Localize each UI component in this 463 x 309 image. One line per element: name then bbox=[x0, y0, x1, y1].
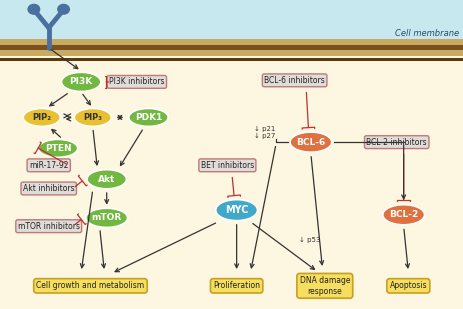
Ellipse shape bbox=[129, 108, 168, 126]
Ellipse shape bbox=[87, 170, 126, 189]
Text: DNA damage
response: DNA damage response bbox=[299, 276, 349, 295]
Text: ↓ p21
↓ p27: ↓ p21 ↓ p27 bbox=[254, 126, 275, 139]
Text: MYC: MYC bbox=[225, 205, 248, 215]
Text: BCL-2: BCL-2 bbox=[388, 210, 418, 219]
Ellipse shape bbox=[74, 108, 111, 126]
Text: BCL-6 inhibitors: BCL-6 inhibitors bbox=[264, 76, 324, 85]
Ellipse shape bbox=[215, 200, 257, 221]
Ellipse shape bbox=[23, 108, 60, 126]
Text: Cell growth and metabolism: Cell growth and metabolism bbox=[36, 281, 144, 290]
Text: Cell membrane: Cell membrane bbox=[394, 29, 458, 39]
Text: PI3K: PI3K bbox=[69, 77, 93, 87]
Text: Akt: Akt bbox=[98, 175, 115, 184]
Text: miR-17-92: miR-17-92 bbox=[29, 161, 69, 170]
Bar bbox=[0, 58, 463, 61]
Text: BET inhibitors: BET inhibitors bbox=[200, 161, 253, 170]
Text: BCL-2 inhibitors: BCL-2 inhibitors bbox=[366, 138, 426, 147]
Text: mTOR inhibitors: mTOR inhibitors bbox=[18, 222, 80, 231]
Text: PI3K inhibitors: PI3K inhibitors bbox=[109, 77, 164, 87]
Text: Apoptosis: Apoptosis bbox=[388, 281, 426, 290]
Ellipse shape bbox=[57, 4, 70, 15]
Ellipse shape bbox=[38, 139, 78, 157]
Bar bbox=[0, 45, 463, 50]
Bar bbox=[0, 0, 463, 39]
Text: Akt inhibitors: Akt inhibitors bbox=[23, 184, 75, 193]
Ellipse shape bbox=[86, 208, 127, 227]
Ellipse shape bbox=[27, 4, 40, 15]
Ellipse shape bbox=[289, 132, 331, 152]
Ellipse shape bbox=[382, 205, 424, 225]
Text: PTEN: PTEN bbox=[44, 144, 71, 153]
Text: ↓ p53: ↓ p53 bbox=[299, 236, 320, 243]
Ellipse shape bbox=[61, 72, 101, 91]
Bar bbox=[0, 39, 463, 45]
Text: Proliferation: Proliferation bbox=[213, 281, 260, 290]
Bar bbox=[0, 39, 463, 309]
Text: PIP₃: PIP₃ bbox=[83, 113, 102, 122]
Bar bbox=[0, 50, 463, 56]
Text: PIP₂: PIP₂ bbox=[32, 113, 51, 122]
Text: mTOR: mTOR bbox=[91, 213, 122, 222]
Text: BCL-6: BCL-6 bbox=[295, 138, 325, 147]
Text: PDK1: PDK1 bbox=[135, 113, 162, 122]
